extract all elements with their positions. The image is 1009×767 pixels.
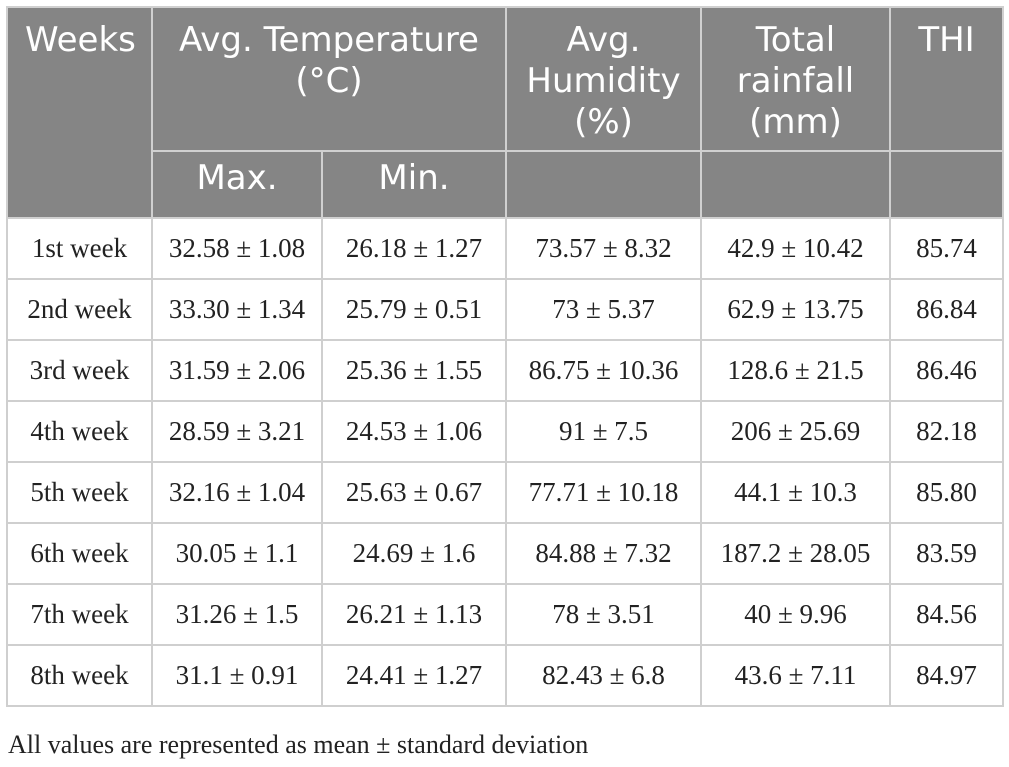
humidity-cell: 86.75 ± 10.36 [505, 339, 702, 402]
week-cell: 8th week [6, 644, 153, 707]
rainfall-cell: 40 ± 9.96 [700, 583, 891, 646]
header-avg-temperature: Avg. Temperature (°C) [151, 6, 507, 152]
humidity-cell: 73.57 ± 8.32 [505, 217, 702, 280]
max-temp-cell: 30.05 ± 1.1 [151, 522, 323, 585]
header-avg-humidity: Avg. Humidity (%) [505, 6, 702, 152]
table-row: 4th week 28.59 ± 3.21 24.53 ± 1.06 91 ± 7.5… [6, 400, 1004, 463]
header-total-rainfall: Total rainfall (mm) [700, 6, 891, 152]
week-cell: 6th week [6, 522, 153, 585]
rainfall-cell: 128.6 ± 21.5 [700, 339, 891, 402]
header-max: Max. [151, 150, 323, 219]
header-rain-line-3: (mm) [749, 102, 842, 142]
week-cell: 1st week [6, 217, 153, 280]
header-rain-line-1: Total [755, 20, 836, 60]
thi-cell: 85.74 [889, 217, 1004, 280]
min-temp-cell: 24.41 ± 1.27 [321, 644, 507, 707]
thi-cell: 84.97 [889, 644, 1004, 707]
table-row: 5th week 32.16 ± 1.04 25.63 ± 0.67 77.71 ± … [6, 461, 1004, 524]
max-temp-cell: 33.30 ± 1.34 [151, 278, 323, 341]
rainfall-cell: 43.6 ± 7.11 [700, 644, 891, 707]
humidity-cell: 82.43 ± 6.8 [505, 644, 702, 707]
min-temp-cell: 26.18 ± 1.27 [321, 217, 507, 280]
max-temp-cell: 32.16 ± 1.04 [151, 461, 323, 524]
min-temp-cell: 24.69 ± 1.6 [321, 522, 507, 585]
max-temp-cell: 31.59 ± 2.06 [151, 339, 323, 402]
min-temp-cell: 25.63 ± 0.67 [321, 461, 507, 524]
thi-cell: 84.56 [889, 583, 1004, 646]
humidity-cell: 78 ± 3.51 [505, 583, 702, 646]
header-rainfall-blank [700, 150, 891, 219]
min-temp-cell: 25.36 ± 1.55 [321, 339, 507, 402]
thi-cell: 83.59 [889, 522, 1004, 585]
header-row-main: Weeks Avg. Temperature (°C) Avg. Humidit… [6, 6, 1004, 219]
thi-cell: 85.80 [889, 461, 1004, 524]
thi-cell: 86.84 [889, 278, 1004, 341]
header-thi-blank [889, 150, 1004, 219]
max-temp-cell: 31.1 ± 0.91 [151, 644, 323, 707]
rainfall-cell: 206 ± 25.69 [700, 400, 891, 463]
thi-cell: 82.18 [889, 400, 1004, 463]
weather-table: Weeks Avg. Temperature (°C) Avg. Humidit… [6, 6, 1004, 707]
table-row: 8th week 31.1 ± 0.91 24.41 ± 1.27 82.43 ± 6… [6, 644, 1004, 707]
max-temp-cell: 32.58 ± 1.08 [151, 217, 323, 280]
header-temp-line-1: Avg. Temperature [179, 20, 479, 60]
min-temp-cell: 24.53 ± 1.06 [321, 400, 507, 463]
table-row: 1st week 32.58 ± 1.08 26.18 ± 1.27 73.57 ± … [6, 217, 1004, 280]
humidity-cell: 77.71 ± 10.18 [505, 461, 702, 524]
rainfall-cell: 42.9 ± 10.42 [700, 217, 891, 280]
week-cell: 7th week [6, 583, 153, 646]
humidity-cell: 84.88 ± 7.32 [505, 522, 702, 585]
table-row: 6th week 30.05 ± 1.1 24.69 ± 1.6 84.88 ± 7.… [6, 522, 1004, 585]
table-body: 1st week 32.58 ± 1.08 26.18 ± 1.27 73.57 ± … [6, 217, 1004, 707]
header-temp-line-2: (°C) [295, 61, 363, 101]
humidity-cell: 91 ± 7.5 [505, 400, 702, 463]
min-temp-cell: 25.79 ± 0.51 [321, 278, 507, 341]
humidity-cell: 73 ± 5.37 [505, 278, 702, 341]
rainfall-cell: 44.1 ± 10.3 [700, 461, 891, 524]
max-temp-cell: 28.59 ± 3.21 [151, 400, 323, 463]
header-thi: THI [889, 6, 1004, 152]
header-weeks: Weeks [6, 6, 153, 219]
rainfall-cell: 62.9 ± 13.75 [700, 278, 891, 341]
week-cell: 5th week [6, 461, 153, 524]
header-rain-line-2: rainfall [736, 61, 855, 101]
week-cell: 2nd week [6, 278, 153, 341]
table-row: 7th week 31.26 ± 1.5 26.21 ± 1.13 78 ± 3.51… [6, 583, 1004, 646]
table-row: 3rd week 31.59 ± 2.06 25.36 ± 1.55 86.75 ± … [6, 339, 1004, 402]
header-humidity-blank [505, 150, 702, 219]
week-cell: 3rd week [6, 339, 153, 402]
thi-cell: 86.46 [889, 339, 1004, 402]
header-min: Min. [321, 150, 507, 219]
table-row: 2nd week 33.30 ± 1.34 25.79 ± 0.51 73 ± 5.3… [6, 278, 1004, 341]
week-cell: 4th week [6, 400, 153, 463]
min-temp-cell: 26.21 ± 1.13 [321, 583, 507, 646]
header-hum-line-1: Avg. [566, 20, 641, 60]
header-hum-line-2: Humidity [526, 61, 681, 101]
table-footnote: All values are represented as mean ± sta… [8, 730, 589, 759]
rainfall-cell: 187.2 ± 28.05 [700, 522, 891, 585]
header-hum-line-3: (%) [574, 102, 633, 142]
header-row-sub: Max. Min. [7, 150, 1004, 219]
max-temp-cell: 31.26 ± 1.5 [151, 583, 323, 646]
weather-table-container: Weeks Avg. Temperature (°C) Avg. Humidit… [6, 6, 1004, 707]
